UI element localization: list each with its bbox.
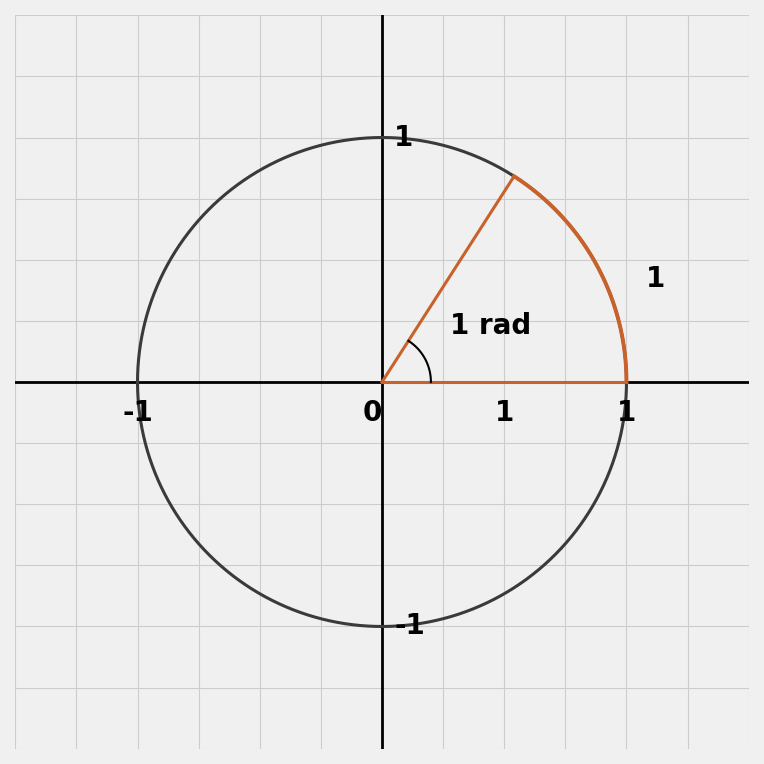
Text: 1: 1 [494, 399, 514, 427]
Text: 1: 1 [394, 124, 413, 151]
Text: 1: 1 [646, 265, 665, 293]
Text: 1 rad: 1 rad [451, 312, 532, 341]
Text: -1: -1 [122, 399, 153, 427]
Text: 1: 1 [617, 399, 636, 427]
Text: 0: 0 [363, 399, 382, 427]
Text: -1: -1 [394, 613, 425, 640]
